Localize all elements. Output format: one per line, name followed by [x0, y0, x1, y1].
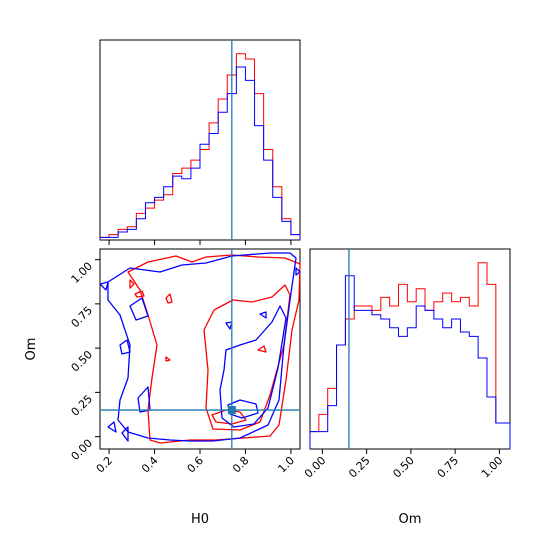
ylabel-om: Om [24, 338, 39, 361]
xtick-label-h0: 0.8 [230, 454, 252, 476]
contour-red-outer [127, 254, 301, 444]
xtick-label-om: 1.00 [479, 454, 506, 481]
xtick-label-om: 0.50 [390, 454, 417, 481]
ytick-label-om: 0.25 [69, 392, 96, 419]
ytick-label-om: 0.00 [69, 437, 96, 464]
contour-blue-right-band [219, 305, 287, 428]
xtick-label-h0: 0.2 [94, 454, 116, 476]
h0-histogram [99, 53, 301, 240]
contour-blue-blob-2 [259, 311, 267, 319]
xtick-label-om: 0.75 [435, 454, 462, 481]
contour-blue-blob-5 [107, 421, 117, 433]
truth-marker [227, 406, 236, 415]
contour-red-blob-4 [165, 356, 171, 362]
contour-blue-inner-b [119, 339, 131, 355]
contour-blue-outer [107, 252, 297, 442]
panel-h0-hist-frame [99, 39, 301, 241]
contour-blue-blob-4 [295, 267, 301, 276]
h0-hist-series-1 [99, 66, 301, 240]
ytick-label-om: 0.75 [69, 304, 96, 331]
contour-red-inner [203, 284, 291, 431]
om-histogram [309, 262, 511, 449]
om-hist-series-0 [309, 262, 511, 449]
ytick-label-om: 1.00 [69, 260, 96, 287]
om-hist-series-1 [309, 275, 511, 449]
contour-blue-inner-a [129, 297, 149, 321]
xtick-label-h0: 0.6 [185, 454, 207, 476]
contours-blue [99, 252, 301, 442]
panel-om-hist-frame [309, 248, 511, 450]
xtick-label-h0: 1.0 [275, 454, 297, 476]
ytick-label-om: 0.50 [69, 348, 96, 375]
contour-blue-blob-3 [225, 321, 233, 330]
contour-blue-blob-1 [99, 281, 109, 291]
axes-ticks: 0.2 0.4 0.6 0.8 1.00.000.250.500.751.000.00 0… [69, 240, 506, 480]
contour-red-blob-2 [134, 290, 145, 298]
contours-red [127, 254, 301, 444]
contour-blue-blob-6 [121, 426, 129, 442]
xlabel-h0: H0 [191, 512, 209, 527]
contour-red-blob-1 [129, 279, 135, 289]
xtick-label-om: 0.00 [302, 454, 329, 481]
xtick-label-h0: 0.4 [139, 454, 161, 476]
contour-red-blob-5 [257, 345, 267, 353]
xlabel-om: Om [399, 512, 422, 527]
contour-red-blob-3 [165, 293, 173, 304]
truth-lines [100, 40, 350, 449]
xtick-label-om: 0.25 [346, 454, 373, 481]
